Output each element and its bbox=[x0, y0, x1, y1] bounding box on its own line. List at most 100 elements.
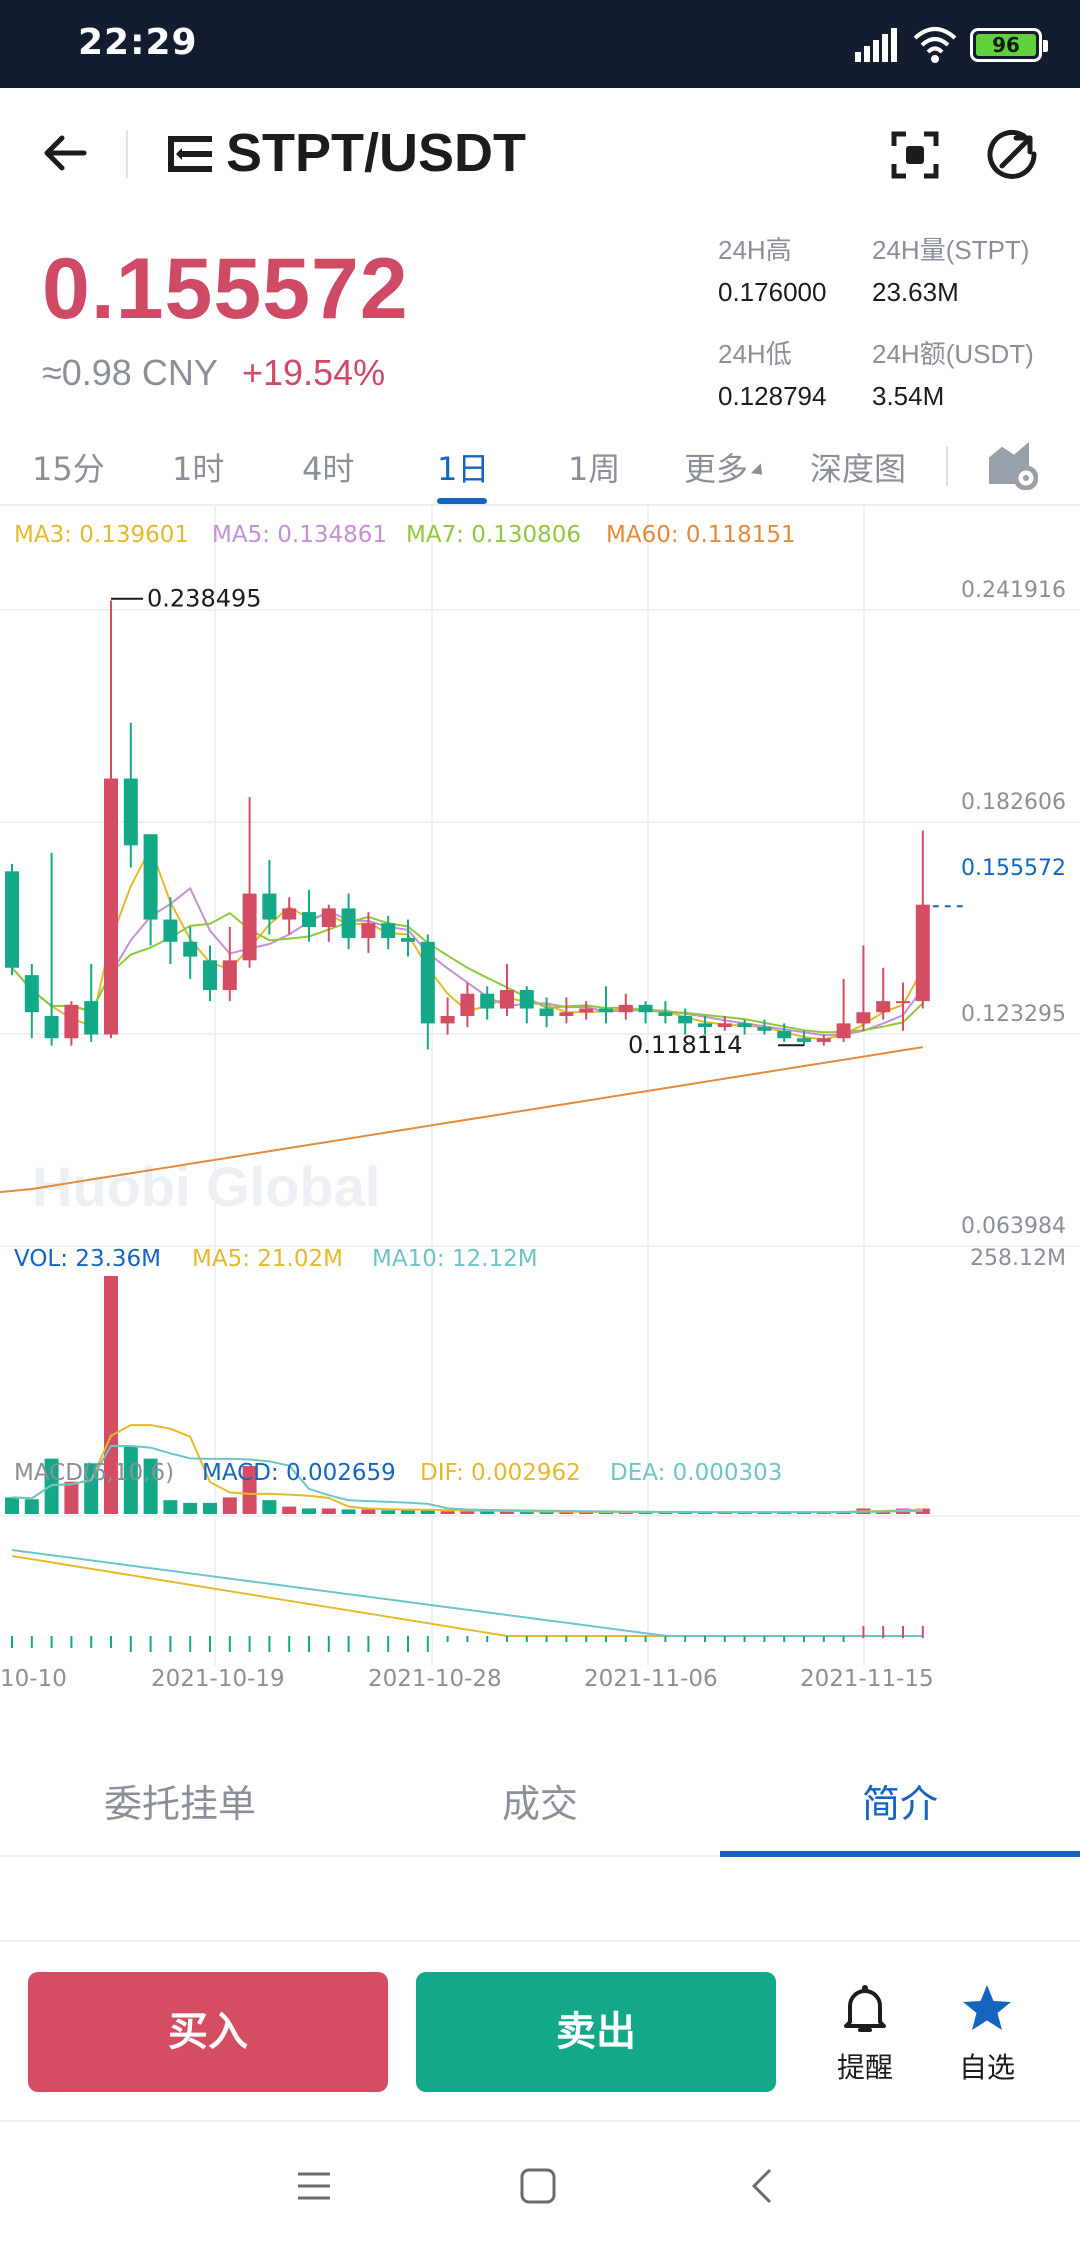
macd-bar bbox=[921, 1626, 924, 1638]
tab-4hour[interactable]: 4时 bbox=[302, 450, 355, 488]
pair-title[interactable]: STPT/USDT bbox=[226, 123, 527, 183]
home-icon[interactable] bbox=[516, 2164, 560, 2208]
header-divider bbox=[126, 130, 128, 178]
cny-price: ≈0.98 CNY bbox=[42, 352, 218, 393]
battery-level: 96 bbox=[976, 34, 1036, 56]
candle-body bbox=[915, 904, 930, 1002]
macd-bar bbox=[466, 1636, 469, 1642]
kline-chart[interactable]: Huobi Global 0.238495 0.118114 10-10 2021-… bbox=[0, 506, 1080, 1706]
candle-body bbox=[579, 1008, 594, 1013]
volume-bar bbox=[361, 1509, 376, 1514]
candle-body bbox=[64, 1004, 79, 1039]
kline-svg[interactable]: Huobi Global 0.238495 0.118114 10-10 2021-… bbox=[0, 506, 1080, 1706]
vol-ma5-legend: MA5: 21.02M bbox=[192, 1246, 343, 1272]
screenshot-icon[interactable] bbox=[890, 130, 940, 180]
ma3-legend: MA3: 0.139601 bbox=[14, 522, 190, 548]
min-price-label: 0.118114 bbox=[628, 1031, 743, 1059]
macd-bar bbox=[426, 1636, 429, 1652]
tab-order-book[interactable]: 委托挂单 bbox=[103, 1782, 256, 1826]
macd-bar bbox=[704, 1636, 706, 1642]
active-info-tab-indicator bbox=[720, 1851, 1080, 1857]
menu-icon[interactable] bbox=[292, 2164, 336, 2208]
macd-bar bbox=[50, 1636, 53, 1648]
chart-settings-icon[interactable] bbox=[986, 438, 1038, 490]
pair-menu-icon[interactable] bbox=[168, 134, 214, 174]
macd-bar bbox=[387, 1636, 390, 1652]
candle-body bbox=[282, 908, 297, 920]
ma5-legend: MA5: 0.134861 bbox=[212, 522, 388, 548]
bell-icon[interactable] bbox=[838, 1982, 892, 2036]
candle-body bbox=[460, 993, 475, 1016]
stat-label: 24H低 bbox=[718, 339, 792, 369]
volume-bar bbox=[123, 1445, 138, 1514]
volume-bar bbox=[302, 1508, 316, 1514]
share-icon[interactable] bbox=[986, 128, 1040, 182]
wifi-icon bbox=[913, 27, 957, 63]
battery-icon: 96 bbox=[970, 28, 1048, 62]
volume-bar bbox=[440, 1511, 455, 1514]
volume-bar bbox=[579, 1512, 594, 1514]
max-price-label: 0.238495 bbox=[147, 585, 262, 613]
candle-body bbox=[44, 1015, 59, 1039]
candle-body bbox=[737, 1023, 752, 1028]
stat-label: 24H量(STPT) bbox=[872, 235, 1030, 265]
macd-bar bbox=[308, 1636, 310, 1652]
volume-bar bbox=[143, 1458, 158, 1514]
candle-body bbox=[381, 923, 396, 939]
buy-button[interactable]: 买入 bbox=[28, 1972, 388, 2092]
tab-1hour[interactable]: 1时 bbox=[172, 450, 225, 488]
macd-bar bbox=[783, 1636, 786, 1642]
tab-1day[interactable]: 1日 bbox=[437, 450, 490, 488]
star-icon[interactable] bbox=[960, 1982, 1014, 2036]
stat-value: 0.176000 bbox=[718, 277, 827, 307]
tab-depth-chart[interactable]: 深度图 bbox=[810, 450, 907, 488]
back-nav-icon[interactable] bbox=[742, 2164, 786, 2208]
macd-bar bbox=[90, 1636, 93, 1648]
candle-body bbox=[678, 1015, 693, 1024]
macd-bar bbox=[525, 1636, 528, 1642]
y-axis-label: 0.063984 bbox=[961, 1214, 1066, 1239]
candle-body bbox=[599, 1008, 613, 1013]
candle-body bbox=[163, 919, 178, 942]
volume-bar bbox=[500, 1511, 514, 1514]
tab-more-label: 更多 bbox=[684, 450, 749, 488]
dea-legend: DEA: 0.000303 bbox=[610, 1460, 783, 1486]
volume-bar bbox=[242, 1466, 257, 1514]
macd-bar bbox=[605, 1636, 607, 1642]
candle-body bbox=[717, 1023, 732, 1028]
tab-1week[interactable]: 1周 bbox=[568, 450, 621, 488]
candle-body bbox=[5, 871, 19, 968]
favorite-label[interactable]: 自选 bbox=[958, 2051, 1015, 2084]
chart-grid bbox=[0, 506, 1080, 1666]
macd-bar bbox=[228, 1636, 231, 1652]
candle-body bbox=[618, 1004, 633, 1013]
tab-intro[interactable]: 简介 bbox=[861, 1782, 938, 1826]
vol-legend: VOL: 23.36M bbox=[14, 1246, 161, 1272]
candle-body bbox=[698, 1023, 712, 1028]
sell-button[interactable]: 卖出 bbox=[416, 1972, 776, 2092]
macd-bar bbox=[129, 1636, 132, 1652]
candle-body bbox=[816, 1038, 831, 1042]
macd-bar bbox=[110, 1636, 112, 1648]
tab-more[interactable]: 更多 bbox=[684, 444, 768, 490]
macd-bar bbox=[803, 1636, 805, 1642]
ma60-legend: MA60: 0.118151 bbox=[606, 522, 796, 548]
price-change: +19.54% bbox=[242, 352, 386, 393]
tab-separator bbox=[946, 446, 948, 486]
volume-bar bbox=[539, 1512, 554, 1514]
back-arrow-icon[interactable] bbox=[40, 128, 90, 178]
x-axis-label: 2021-10-19 bbox=[151, 1666, 285, 1692]
stat-24h-amount: 24H额(USDT) 3.54M bbox=[872, 334, 1034, 412]
candle-body bbox=[24, 975, 39, 1013]
alert-label[interactable]: 提醒 bbox=[836, 2051, 893, 2084]
macd-bar bbox=[209, 1636, 211, 1652]
candle-body bbox=[836, 1023, 851, 1039]
status-time: 22:29 bbox=[78, 22, 198, 63]
candle-body bbox=[757, 1027, 772, 1031]
tab-trades[interactable]: 成交 bbox=[501, 1782, 578, 1826]
candle-body bbox=[777, 1030, 792, 1039]
tab-15min[interactable]: 15分 bbox=[32, 450, 105, 488]
macd-bar bbox=[743, 1636, 746, 1642]
candle-body bbox=[638, 1004, 653, 1013]
candle-body bbox=[539, 1008, 554, 1016]
